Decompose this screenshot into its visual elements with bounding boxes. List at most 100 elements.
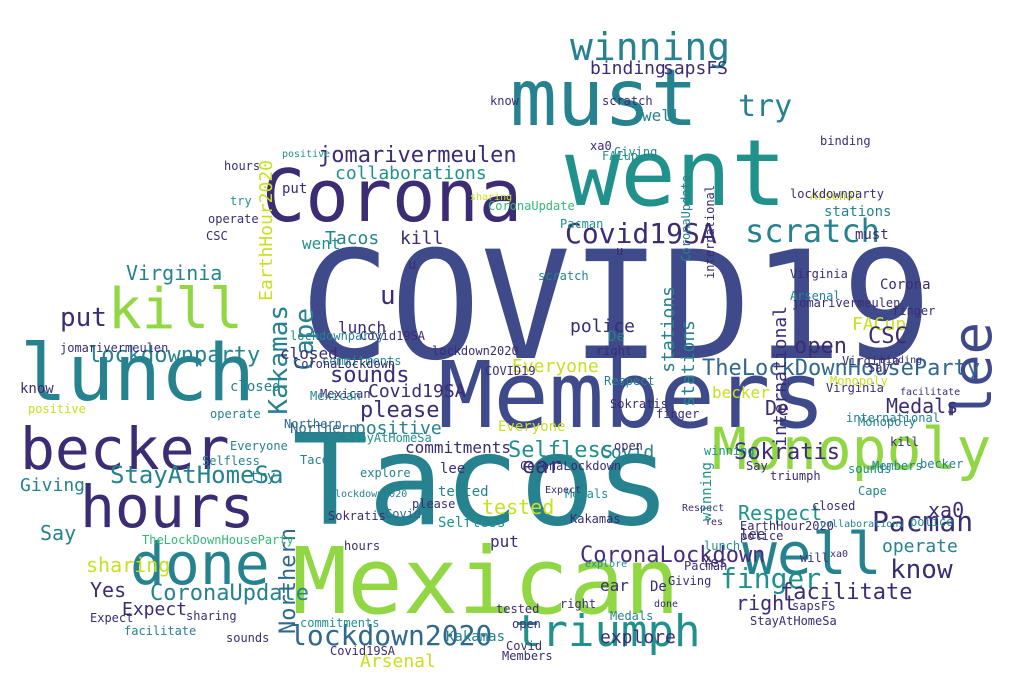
cloud-word: scratch — [745, 212, 880, 250]
cloud-word: Expect — [122, 599, 188, 620]
cloud-word: facilitate — [900, 387, 961, 398]
cloud-word: know — [20, 381, 54, 397]
cloud-word: Covid19SA — [330, 644, 396, 658]
cloud-word: done — [130, 530, 270, 598]
cloud-word: Covid — [506, 639, 543, 653]
cloud-word: lockdownparty — [790, 187, 884, 201]
cloud-word: hours — [224, 159, 261, 173]
cloud-word: international — [703, 185, 717, 279]
cloud-word: Virginia — [842, 354, 900, 368]
cloud-word: triumph — [770, 469, 821, 483]
cloud-word: CSC — [868, 324, 908, 349]
cloud-word: xa0 — [590, 139, 612, 153]
cloud-word: open — [512, 617, 541, 631]
cloud-word: Giving — [614, 145, 658, 159]
cloud-word: scratch — [602, 94, 653, 108]
cloud-word: Pacman — [684, 559, 728, 573]
cloud-word: Covid — [600, 442, 655, 463]
cloud-word: StayAtHomeSa — [110, 461, 284, 489]
cloud-word: Mexican — [292, 528, 680, 635]
cloud-word: closed — [812, 499, 856, 513]
cloud-word: CoronaLockdown — [294, 357, 396, 371]
cloud-word: Northern — [284, 417, 342, 431]
cloud-word: kill — [108, 277, 243, 342]
cloud-word: please — [360, 398, 440, 423]
cloud-word: Covid19SA — [360, 329, 426, 343]
cloud-word: Giving — [20, 475, 86, 496]
cloud-word: Kakamas — [570, 512, 621, 526]
cloud-word: stations — [678, 320, 699, 407]
cloud-word: becker — [712, 383, 770, 402]
cloud-word: CoronaUpdate — [150, 581, 309, 606]
cloud-word: well — [742, 520, 882, 588]
cloud-word: Respect — [682, 503, 725, 514]
cloud-word: explore — [360, 466, 411, 480]
cloud-word: Sokratis — [328, 509, 386, 523]
cloud-word: winning — [704, 444, 755, 458]
cloud-word: TheLockDownHouseParty — [702, 356, 981, 381]
cloud-word: Mexican — [310, 389, 361, 403]
cloud-word: must — [510, 54, 698, 144]
cloud-word: lunch — [20, 329, 255, 419]
cloud-word: try — [230, 194, 252, 208]
cloud-word: binding — [880, 355, 923, 366]
cloud-word: jomarivermeulen — [792, 296, 901, 310]
cloud-word: FACup — [602, 149, 639, 163]
cloud-word: explore — [585, 559, 628, 570]
cloud-word: operate — [208, 212, 259, 226]
cloud-word: TheLockDownHouseParty — [142, 533, 294, 547]
cloud-word: Members — [872, 459, 923, 473]
cloud-word: becker — [20, 415, 230, 483]
cloud-word: well — [642, 106, 681, 125]
cloud-word: stations — [824, 204, 892, 220]
cloud-word: CSC — [206, 229, 228, 243]
cloud-word: went — [302, 234, 341, 253]
cloud-word: right — [560, 597, 597, 611]
cloud-word: positive — [28, 402, 86, 416]
cloud-word: positive — [355, 418, 442, 439]
cloud-word: COVID19 — [300, 220, 933, 394]
cloud-word: xa0 — [928, 498, 965, 522]
cloud-word: Pacman — [560, 217, 604, 231]
cloud-word: commitments — [405, 438, 511, 457]
cloud-word: Arsenal — [790, 289, 841, 303]
cloud-word: Giving — [668, 574, 712, 588]
cloud-word: lockdown2020 — [432, 344, 519, 358]
cloud-word: operate — [210, 407, 261, 421]
cloud-word: police — [740, 529, 784, 543]
cloud-word: StayAtHomeSa — [750, 614, 837, 628]
cloud-word: lee — [440, 461, 466, 477]
cloud-word: Yes — [702, 555, 728, 571]
cloud-word: open — [794, 334, 847, 359]
cloud-word: will — [800, 551, 829, 565]
cloud-word: Arsenal — [810, 189, 861, 203]
cloud-word: right — [736, 591, 797, 615]
cloud-word: Everyone — [498, 419, 566, 435]
cloud-word: sapsFS — [792, 599, 836, 613]
cloud-word: De — [608, 329, 625, 345]
cloud-word: lockdownparty — [290, 329, 384, 343]
cloud-word: hours — [344, 539, 381, 553]
cloud-word: De — [650, 579, 667, 595]
cloud-word: try — [738, 89, 793, 124]
cloud-word: De — [765, 396, 790, 420]
cloud-word: Monopoly — [712, 415, 992, 483]
cloud-word: tested — [482, 495, 555, 519]
cloud-word: police — [570, 316, 636, 337]
cloud-word: Yes — [90, 578, 127, 602]
cloud-word: right — [596, 344, 633, 358]
cloud-word: commitments — [322, 354, 402, 368]
cloud-word: know — [490, 94, 519, 108]
cloud-word: closed — [280, 344, 338, 363]
cloud-word: stations — [658, 286, 679, 373]
cloud-word: try — [250, 469, 276, 485]
cloud-word: collaborations — [335, 163, 487, 184]
cloud-word: StayAtHomeSa — [345, 431, 432, 445]
cloud-word: Yes — [705, 517, 724, 528]
cloud-word: u — [408, 257, 417, 273]
cloud-word: binding — [820, 134, 871, 148]
cloud-word: know — [890, 555, 953, 585]
cloud-word: Sokratis — [734, 440, 840, 465]
cloud-word: facilitate — [780, 580, 913, 605]
cloud-word: EarthHour2020 — [740, 519, 834, 533]
